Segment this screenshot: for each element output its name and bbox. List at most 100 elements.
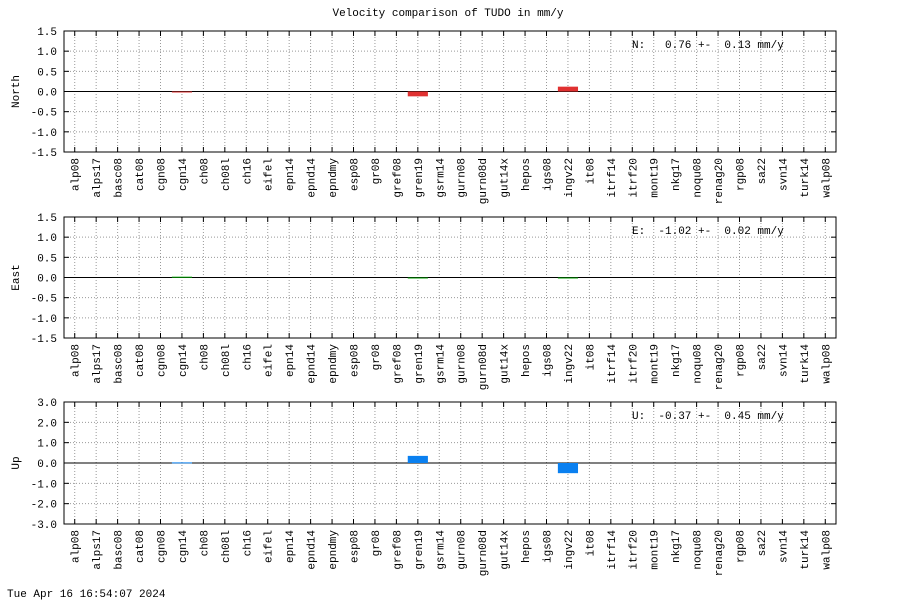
x-tick-label: ch08l xyxy=(221,530,233,563)
x-tick-label: gsrm14 xyxy=(435,344,447,384)
x-tick-label: esp08 xyxy=(350,344,362,377)
x-tick-label: alp08 xyxy=(71,344,83,377)
y-tick-label: -0.5 xyxy=(31,108,57,120)
x-tick-label: it08 xyxy=(585,530,597,556)
bar xyxy=(407,91,428,97)
x-tick-label: sa22 xyxy=(757,344,769,370)
x-tick-label: walp08 xyxy=(821,158,833,198)
x-tick-label: ch16 xyxy=(242,158,254,184)
x-tick-label: cat08 xyxy=(135,530,147,563)
x-tick-label: noqu08 xyxy=(693,344,705,384)
x-tick-label: sa22 xyxy=(757,530,769,556)
x-tick-label: epnd14 xyxy=(307,158,319,198)
x-tick-label: gr08 xyxy=(371,158,383,184)
bar xyxy=(171,91,193,93)
x-tick-label: esp08 xyxy=(350,158,362,191)
x-tick-label: gut14x xyxy=(500,158,512,198)
y-tick-label: 3.0 xyxy=(37,398,57,410)
x-tick-label: gut14x xyxy=(500,530,512,570)
footer: Tue Apr 16 16:54:07 2024 xyxy=(7,589,166,600)
x-tick-label: alps17 xyxy=(92,530,104,570)
x-tick-label: cgn14 xyxy=(178,530,190,563)
x-tick-label: ch08 xyxy=(199,158,211,184)
chart-title: Velocity comparison of TUDO in mm/y xyxy=(332,8,563,20)
x-tick-label: mont19 xyxy=(650,344,662,384)
x-tick-label: cgn14 xyxy=(178,344,190,377)
x-tick-label: ch08l xyxy=(221,158,233,191)
x-tick-label: cat08 xyxy=(135,344,147,377)
x-tick-label: gurn08d xyxy=(478,530,490,576)
y-tick-label: 0.5 xyxy=(37,253,57,265)
x-tick-label: alp08 xyxy=(71,158,83,191)
x-tick-label: itrf14 xyxy=(607,344,619,384)
x-tick-label: eifel xyxy=(264,344,276,377)
x-tick-label: itrf14 xyxy=(607,158,619,198)
x-tick-label: cgn08 xyxy=(157,158,169,191)
y-tick-label: 1.0 xyxy=(37,233,57,245)
y-axis-label: East xyxy=(11,264,23,290)
x-tick-label: rgp08 xyxy=(736,158,748,191)
y-tick-label: 1.5 xyxy=(37,213,57,225)
x-tick-label: gurn08d xyxy=(478,158,490,204)
x-tick-label: rgp08 xyxy=(736,344,748,377)
y-tick-label: -1.0 xyxy=(31,128,57,140)
x-tick-label: epndmy xyxy=(328,344,340,384)
x-tick-label: svn14 xyxy=(778,530,790,563)
x-tick-label: gsrm14 xyxy=(435,158,447,198)
x-tick-label: turk14 xyxy=(800,344,812,384)
x-tick-label: itrf14 xyxy=(607,530,619,570)
x-tick-label: alp08 xyxy=(71,530,83,563)
y-tick-label: -1.5 xyxy=(31,334,57,346)
x-tick-label: igs08 xyxy=(543,530,555,563)
x-tick-label: renag20 xyxy=(714,158,726,204)
x-tick-label: mont19 xyxy=(650,530,662,570)
x-tick-label: noqu08 xyxy=(693,530,705,570)
x-tick-label: renag20 xyxy=(714,344,726,390)
x-tick-label: gren19 xyxy=(414,158,426,198)
bar xyxy=(557,86,579,92)
x-tick-label: igs08 xyxy=(543,344,555,377)
y-tick-label: 1.0 xyxy=(37,47,57,59)
bar xyxy=(171,462,193,464)
x-tick-label: gsrm14 xyxy=(435,530,447,570)
y-axis-label: Up xyxy=(11,456,23,469)
x-tick-label: svn14 xyxy=(778,344,790,377)
x-tick-label: gut14x xyxy=(500,344,512,384)
x-tick-label: epn14 xyxy=(285,344,297,377)
bar xyxy=(407,277,428,279)
x-tick-label: cgn14 xyxy=(178,158,190,191)
x-tick-label: cgn08 xyxy=(157,344,169,377)
x-tick-label: epn14 xyxy=(285,530,297,563)
x-tick-label: igs08 xyxy=(543,158,555,191)
x-tick-label: turk14 xyxy=(800,158,812,198)
x-tick-label: epn14 xyxy=(285,158,297,191)
x-tick-label: gurn08 xyxy=(457,530,469,570)
x-tick-label: alps17 xyxy=(92,158,104,198)
x-tick-label: gurn08 xyxy=(457,344,469,384)
y-tick-label: -1.0 xyxy=(31,314,57,326)
y-tick-label: 1.5 xyxy=(37,27,57,39)
annotation: N: 0.76 +- 0.13 mm/y xyxy=(632,40,784,52)
x-tick-label: ch08l xyxy=(221,344,233,377)
x-tick-label: itrf20 xyxy=(628,158,640,198)
x-tick-label: basc08 xyxy=(114,344,126,384)
x-tick-label: gren19 xyxy=(414,530,426,570)
x-tick-label: mont19 xyxy=(650,158,662,198)
annotation: U: -0.37 +- 0.45 mm/y xyxy=(632,411,784,423)
x-tick-label: gren19 xyxy=(414,344,426,384)
y-tick-label: -0.5 xyxy=(31,294,57,306)
x-tick-label: itrf20 xyxy=(628,530,640,570)
x-tick-label: gr08 xyxy=(371,530,383,556)
x-tick-label: hepos xyxy=(521,530,533,563)
x-tick-label: ingv22 xyxy=(564,530,576,570)
x-tick-label: epnd14 xyxy=(307,530,319,570)
x-tick-label: epnd14 xyxy=(307,344,319,384)
x-tick-label: epndmy xyxy=(328,158,340,198)
y-tick-label: -3.0 xyxy=(31,520,57,532)
x-tick-label: walp08 xyxy=(821,344,833,384)
y-tick-label: 0.0 xyxy=(37,274,57,286)
x-tick-label: alps17 xyxy=(92,344,104,384)
bar xyxy=(171,276,193,278)
